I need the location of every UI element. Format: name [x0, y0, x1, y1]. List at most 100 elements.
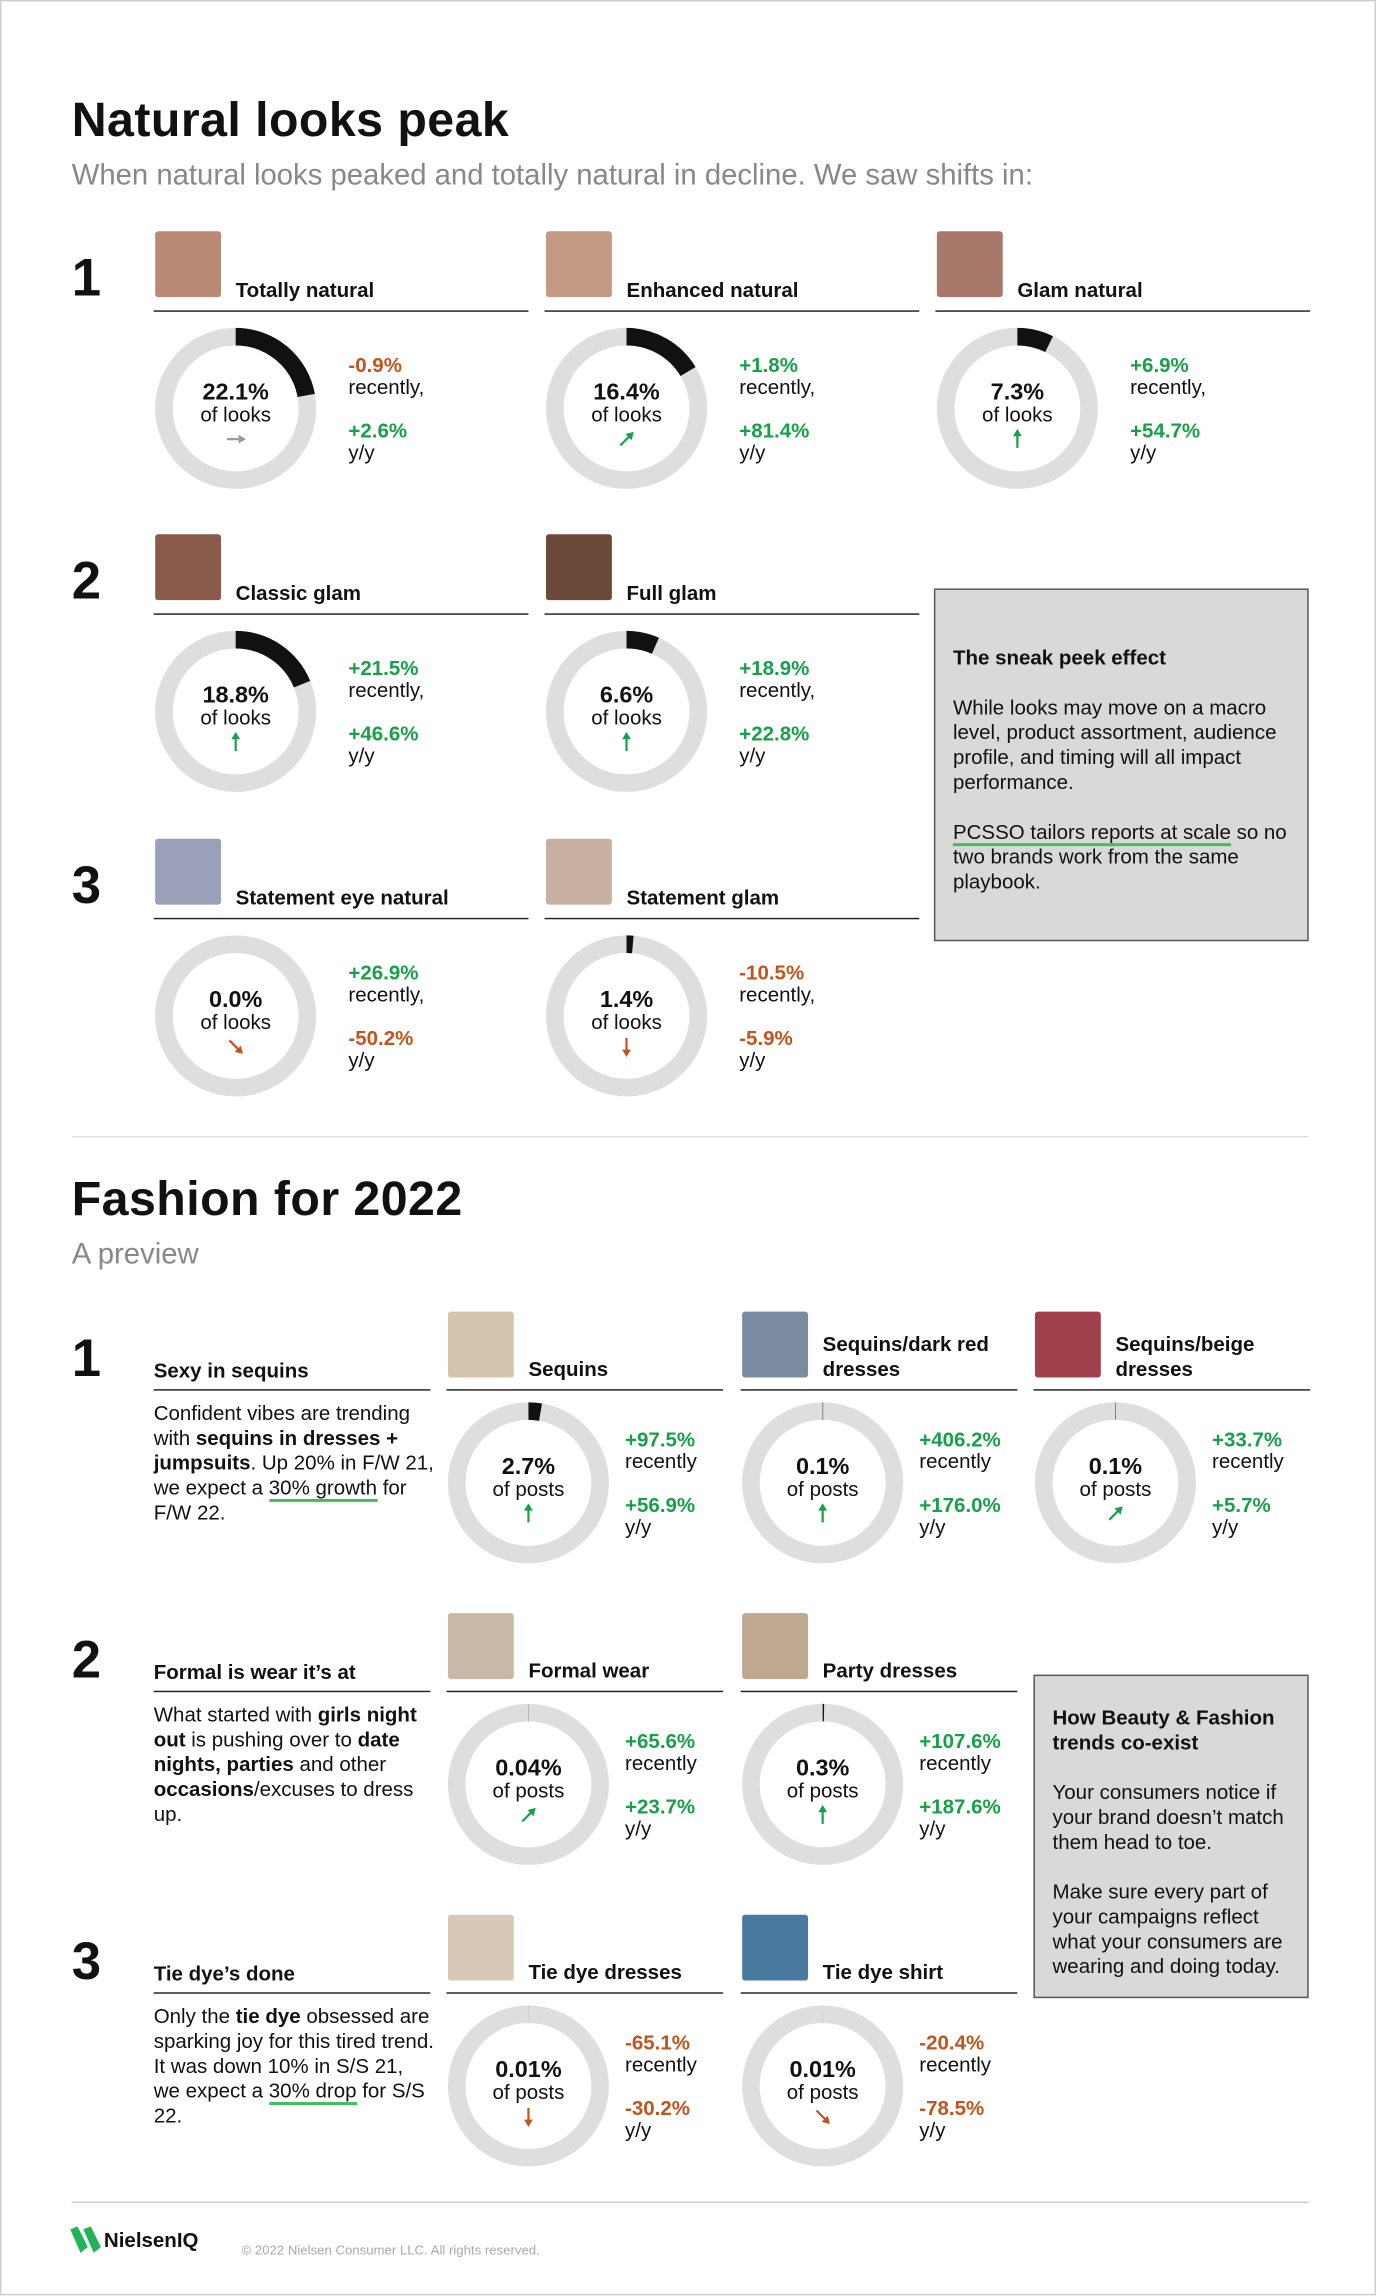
- recent-change: -20.4%: [919, 2030, 985, 2054]
- share-label: 0.3%: [795, 1756, 850, 1782]
- donut: [447, 2005, 609, 2167]
- text-run: for S/S 22.: [153, 2078, 425, 2127]
- donut-arc: [742, 1703, 904, 1865]
- text-run: . Up 20% in F/W 21, we expect a: [153, 1450, 434, 1499]
- share-label: 2.7%: [501, 1455, 556, 1480]
- sidebar-box: The sneak peek effect While looks may mov…: [933, 588, 1309, 942]
- yoy-label: y/y: [625, 1515, 652, 1539]
- recent-change: +65.6%: [625, 1728, 696, 1753]
- trend-arrow: [622, 1037, 631, 1057]
- text-run: girls night out: [153, 1702, 417, 1751]
- arrow-shape: [818, 1503, 828, 1523]
- arrow-head: [622, 731, 631, 740]
- thumbnail: [546, 231, 612, 298]
- item-label: Statement glam: [626, 885, 780, 910]
- recent-change: +26.9%: [348, 960, 419, 984]
- topic-rule: [153, 1389, 431, 1391]
- item-label: Tie dye shirt: [822, 1960, 944, 1984]
- share-label: 0.01%: [789, 2058, 856, 2084]
- thumbnail: [936, 231, 1003, 298]
- thumbnail: [447, 1914, 514, 1981]
- yoy-change: +22.8%: [739, 721, 810, 746]
- arrow-shape: [524, 2107, 533, 2127]
- yoy-change: +56.9%: [625, 1493, 696, 1517]
- yoy-change: +5.7%: [1212, 1493, 1271, 1517]
- donut-arc: [155, 327, 317, 489]
- arrow-shape: [1012, 428, 1022, 448]
- group-number: 3: [71, 1930, 102, 1991]
- share-unit: of posts: [786, 2080, 859, 2104]
- yoy-label: y/y: [1212, 1515, 1239, 1539]
- donut: [742, 2005, 904, 2167]
- topic-rule: [153, 1992, 431, 1994]
- item-label: Party dresses: [822, 1658, 958, 1682]
- item-label: Classic glam: [235, 581, 361, 605]
- topic-rule: [153, 1690, 431, 1693]
- text-run: What started with: [153, 1702, 318, 1726]
- group-number: 2: [71, 1629, 102, 1690]
- donut: [447, 1703, 609, 1865]
- text-run: Only the: [153, 2003, 236, 2028]
- item-label: Sequins/beige dresses: [1115, 1332, 1255, 1381]
- item-rule: [446, 1992, 724, 1994]
- arrow-head: [234, 1045, 243, 1054]
- thumbnail: [447, 1613, 514, 1680]
- recent-change: +406.2%: [919, 1427, 1001, 1451]
- text-run: 30% drop: [268, 2078, 357, 2105]
- yoy-label: y/y: [739, 440, 766, 465]
- sidebar-content: The sneak peek effect While looks may mov…: [952, 646, 1293, 920]
- share-label: 18.8%: [202, 683, 269, 709]
- arrow-head: [1012, 428, 1022, 437]
- donut: [546, 630, 708, 792]
- recent-label: recently,: [739, 677, 816, 702]
- recent-label: recently: [1212, 1449, 1284, 1473]
- donut: [546, 935, 708, 1097]
- recent-change: +21.5%: [348, 655, 419, 680]
- thumbnail: [546, 534, 612, 601]
- yoy-change: -5.9%: [739, 1026, 793, 1050]
- text-run: Your consumers notice if your brand does…: [1052, 1780, 1284, 1854]
- share-label: 16.4%: [593, 380, 660, 406]
- recent-change: +107.6%: [919, 1728, 1001, 1753]
- donut-arc: [155, 630, 317, 792]
- footer-rule: [71, 2201, 1309, 2204]
- trend-arrow: [231, 731, 241, 751]
- item-rule: [935, 310, 1311, 312]
- arrow-head: [821, 2115, 830, 2124]
- text-run: date nights, parties: [153, 1727, 400, 1776]
- arrow-shape: [231, 731, 241, 751]
- yoy-label: y/y: [348, 743, 375, 768]
- item-label: Totally natural: [235, 278, 375, 302]
- yoy-change: -78.5%: [919, 2096, 985, 2120]
- section-title: Natural looks peak: [71, 92, 510, 147]
- share-unit: of looks: [591, 402, 662, 426]
- trend-arrow: [622, 731, 631, 751]
- share-label: 0.1%: [795, 1455, 850, 1480]
- share-unit: of looks: [982, 402, 1053, 426]
- arrow-shape: [622, 731, 631, 751]
- recent-label: recently,: [739, 374, 816, 399]
- item-label: Enhanced natural: [626, 278, 799, 302]
- arrow-shape: [815, 2109, 830, 2124]
- yoy-label: y/y: [348, 1048, 375, 1072]
- recent-label: recently,: [1130, 374, 1207, 399]
- arrow-head: [238, 434, 246, 444]
- share-unit: of looks: [200, 705, 271, 729]
- donut-arc: [447, 1402, 609, 1564]
- arrow-head: [1114, 1506, 1123, 1515]
- arrow-shape: [1108, 1506, 1123, 1521]
- share-unit: of posts: [786, 1778, 859, 1802]
- thumbnail: [742, 1613, 809, 1680]
- yoy-label: y/y: [348, 440, 375, 465]
- thumbnail: [155, 231, 222, 298]
- trend-arrow: [228, 1039, 243, 1054]
- group-number: 1: [71, 247, 102, 308]
- thumbnail: [155, 534, 222, 601]
- thumbnail: [742, 1311, 809, 1378]
- recent-label: recently,: [348, 374, 425, 399]
- share-label: 0.04%: [495, 1756, 562, 1782]
- text-run: obsessed are sparking joy for this tired…: [153, 2003, 434, 2103]
- donut-arc: [742, 2005, 904, 2167]
- thumbnail: [155, 838, 222, 905]
